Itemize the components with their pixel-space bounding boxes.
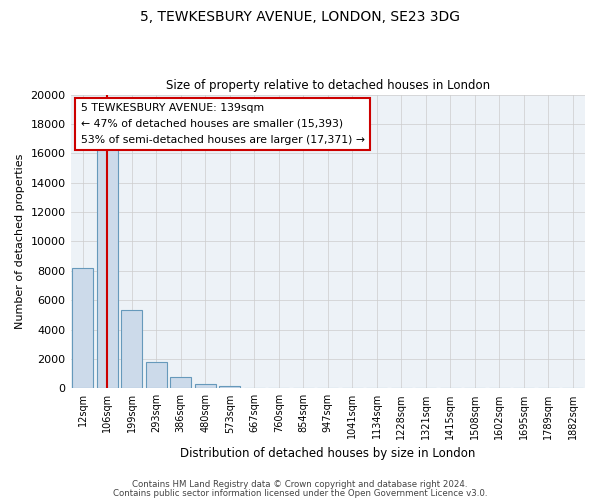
Text: Contains public sector information licensed under the Open Government Licence v3: Contains public sector information licen… [113,489,487,498]
Bar [97,146,118,388]
X-axis label: Distribution of detached houses by size in London: Distribution of detached houses by size … [180,447,475,460]
Bar [121,310,142,388]
Bar [146,362,167,388]
Y-axis label: Number of detached properties: Number of detached properties [15,154,25,329]
Bar [195,384,215,388]
Text: Contains HM Land Registry data © Crown copyright and database right 2024.: Contains HM Land Registry data © Crown c… [132,480,468,489]
Text: 5 TEWKESBURY AVENUE: 139sqm
← 47% of detached houses are smaller (15,393)
53% of: 5 TEWKESBURY AVENUE: 139sqm ← 47% of det… [81,104,365,144]
Bar [220,386,240,388]
Text: 5, TEWKESBURY AVENUE, LONDON, SE23 3DG: 5, TEWKESBURY AVENUE, LONDON, SE23 3DG [140,10,460,24]
Title: Size of property relative to detached houses in London: Size of property relative to detached ho… [166,79,490,92]
Bar [73,268,93,388]
Bar [170,378,191,388]
